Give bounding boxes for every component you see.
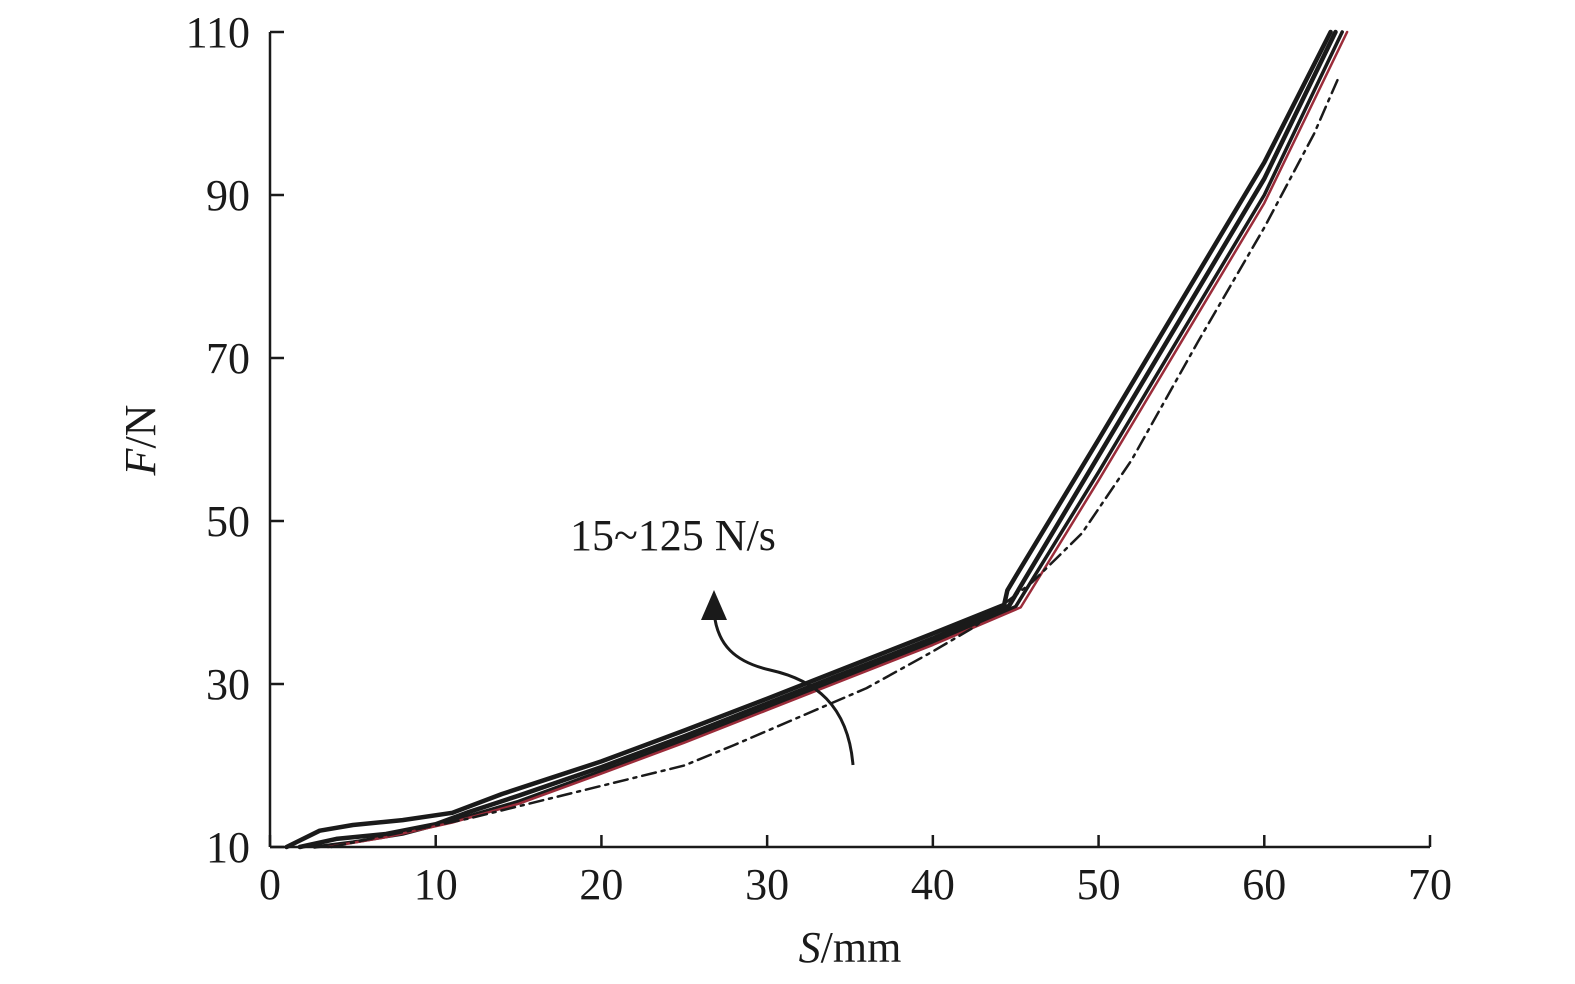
x-tick-label: 0 bbox=[259, 860, 281, 909]
arrow-head bbox=[701, 590, 727, 620]
annotation-rate-range: 15~125 N/s bbox=[570, 511, 776, 560]
axes-layer bbox=[268, 32, 1430, 849]
y-tick-label: 30 bbox=[206, 660, 250, 709]
y-tick-label: 10 bbox=[206, 823, 250, 872]
x-tick-label: 60 bbox=[1242, 860, 1286, 909]
y-tick-label: 110 bbox=[186, 8, 250, 57]
series-line-1 bbox=[284, 29, 1333, 850]
x-tick-label: 20 bbox=[579, 860, 623, 909]
series-line-5 bbox=[330, 75, 1341, 849]
x-axis-symbol: S bbox=[799, 923, 821, 972]
series-line-2 bbox=[297, 29, 1338, 850]
y-tick-label: 50 bbox=[206, 497, 250, 546]
y-tick-label: 70 bbox=[206, 334, 250, 383]
y-axis-title: F/N bbox=[116, 405, 165, 477]
y-tick-label: 90 bbox=[206, 171, 250, 220]
arrow-curve bbox=[712, 611, 855, 766]
series-line-3 bbox=[312, 30, 1344, 849]
x-axis-unit: /mm bbox=[821, 923, 902, 972]
y-axis-unit: /N bbox=[116, 405, 165, 449]
x-axis-title: S/mm bbox=[799, 923, 902, 972]
x-tick-label: 40 bbox=[911, 860, 955, 909]
x-tick-label: 30 bbox=[745, 860, 789, 909]
series-layer bbox=[284, 29, 1349, 850]
y-axis-symbol: F bbox=[116, 447, 165, 476]
annotation-arrow bbox=[701, 590, 855, 766]
x-tick-label: 70 bbox=[1408, 860, 1452, 909]
x-tick-label: 50 bbox=[1077, 860, 1121, 909]
series-line-4 bbox=[326, 30, 1349, 849]
x-tick-label: 10 bbox=[414, 860, 458, 909]
